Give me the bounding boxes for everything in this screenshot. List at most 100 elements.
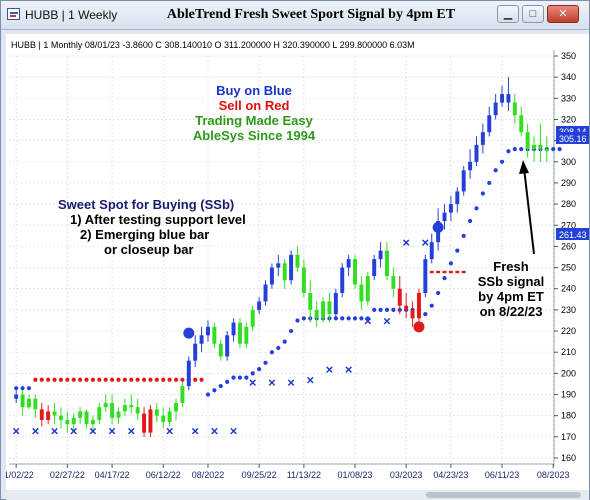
candle-body [500,94,505,103]
stop-dot [346,316,351,321]
stop-x-marker: × [12,423,20,438]
chart-app-icon [7,8,20,20]
stop-dot [352,316,358,321]
candle-body [474,144,479,162]
stop-dot [384,307,390,312]
stop-dot [109,377,115,382]
candle-body [353,259,357,285]
stop-x-marker: × [127,423,135,438]
stop-dot [461,233,466,238]
y-tick-label: 170 [561,432,576,442]
close-button[interactable]: ✕ [547,5,579,23]
candle-body [346,259,351,268]
candle-body [78,411,83,418]
x-tick-label: 11/13/22 [287,470,321,480]
stop-dot [340,316,345,321]
stop-dot [135,377,140,382]
y-tick-label: 270 [561,220,576,230]
x-tick-label: 01/08/23 [337,470,372,480]
sweet-spot-item-1: 1) After testing support level [70,212,246,227]
y-tick-label: 320 [561,114,576,124]
y-tick-label: 240 [561,284,576,294]
candle-body [442,212,447,222]
y-tick-label: 210 [561,347,576,357]
stop-dot [78,377,83,382]
candle-body [46,411,51,420]
candle-body [544,149,549,152]
y-tick-label: 330 [561,93,576,103]
sweet-spot-item-2: 2) Emerging blue bar [80,227,209,242]
stop-x-marker: × [249,375,257,390]
candle-body [27,398,31,408]
stop-dot [467,218,473,224]
candle-body [448,204,453,213]
stop-dot [39,377,44,382]
candle-body [461,170,466,192]
stop-dot [288,328,294,334]
candle-body [90,419,95,425]
stop-dot [65,377,70,382]
stop-x-marker: × [345,362,353,377]
x-tick-label: 03/2023 [390,470,423,480]
candle-body [58,415,63,420]
candle-body [487,115,492,133]
candle-body [276,263,281,268]
stop-dot [52,377,57,382]
candle-body [397,288,402,306]
candle-body [282,263,287,281]
stop-dot [551,146,556,152]
stop-dot [512,146,517,152]
candle-body [206,326,210,336]
stop-dot [173,377,179,382]
fresh-line-3: by 4pm ET [478,289,544,304]
candle-body [142,413,147,433]
price-tag-current: 305.16 [556,132,589,144]
stop-x-marker: × [108,423,116,438]
stop-dot [474,206,479,211]
candle-body [225,335,230,357]
scrollbar-thumb[interactable] [426,492,581,498]
stop-dot [90,377,96,382]
price-info-line: HUBB | 1 Monthly 08/01/23 -3.8600 C 308.… [11,40,415,50]
stop-x-marker: × [383,313,391,328]
candle-body [269,267,274,285]
horizontal-scrollbar[interactable] [6,490,589,500]
stop-dot [480,191,485,196]
candle-body [525,132,530,150]
stop-dot [295,318,300,323]
maximize-button[interactable]: □ [522,5,544,23]
stop-x-marker: × [51,423,59,438]
stop-x-marker: × [191,423,199,438]
y-tick-label: 340 [561,72,576,82]
title-bar: HUBB | 1 Weekly AbleTrend Fresh Sweet Sp… [1,1,589,30]
sweet-spot-item-3: or closeup bar [104,242,194,257]
candle-body [193,343,198,361]
stop-dot [557,146,562,152]
stop-x-marker: × [32,423,40,438]
price-chart[interactable]: 160 170 180 190 200 210 220 230 240 250 260 270 280 2… [0,34,589,490]
fresh-line-4: on 8/22/23 [480,304,543,319]
chart-area[interactable]: 160 170 180 190 200 210 220 230 240 250 260 270 280 2… [0,34,589,490]
candle-body [327,301,332,315]
legend-trading-made-easy: Trading Made Easy [195,113,314,128]
candle-body [135,407,140,414]
candle-body [71,417,76,425]
stop-dot [33,377,38,382]
candle-body [180,386,185,403]
legend-block: Buy on Blue Sell on Red Trading Made Eas… [193,83,316,143]
stop-dash [455,270,460,274]
signal-circle [183,327,195,339]
candle-body [404,305,409,310]
stop-dash [442,270,447,274]
x-tick-label: 04/17/22 [95,470,130,480]
x-tick-label: 06/11/23 [485,470,519,480]
stop-x-marker: × [166,423,174,438]
minimize-button[interactable]: ▁ [497,5,519,23]
stop-dot [199,377,204,382]
candle-body [391,276,396,289]
candle-body [84,411,89,425]
candle-body [129,405,134,408]
candle-body [314,309,319,319]
y-tick-label: 230 [561,305,576,315]
stop-dot [225,379,230,384]
